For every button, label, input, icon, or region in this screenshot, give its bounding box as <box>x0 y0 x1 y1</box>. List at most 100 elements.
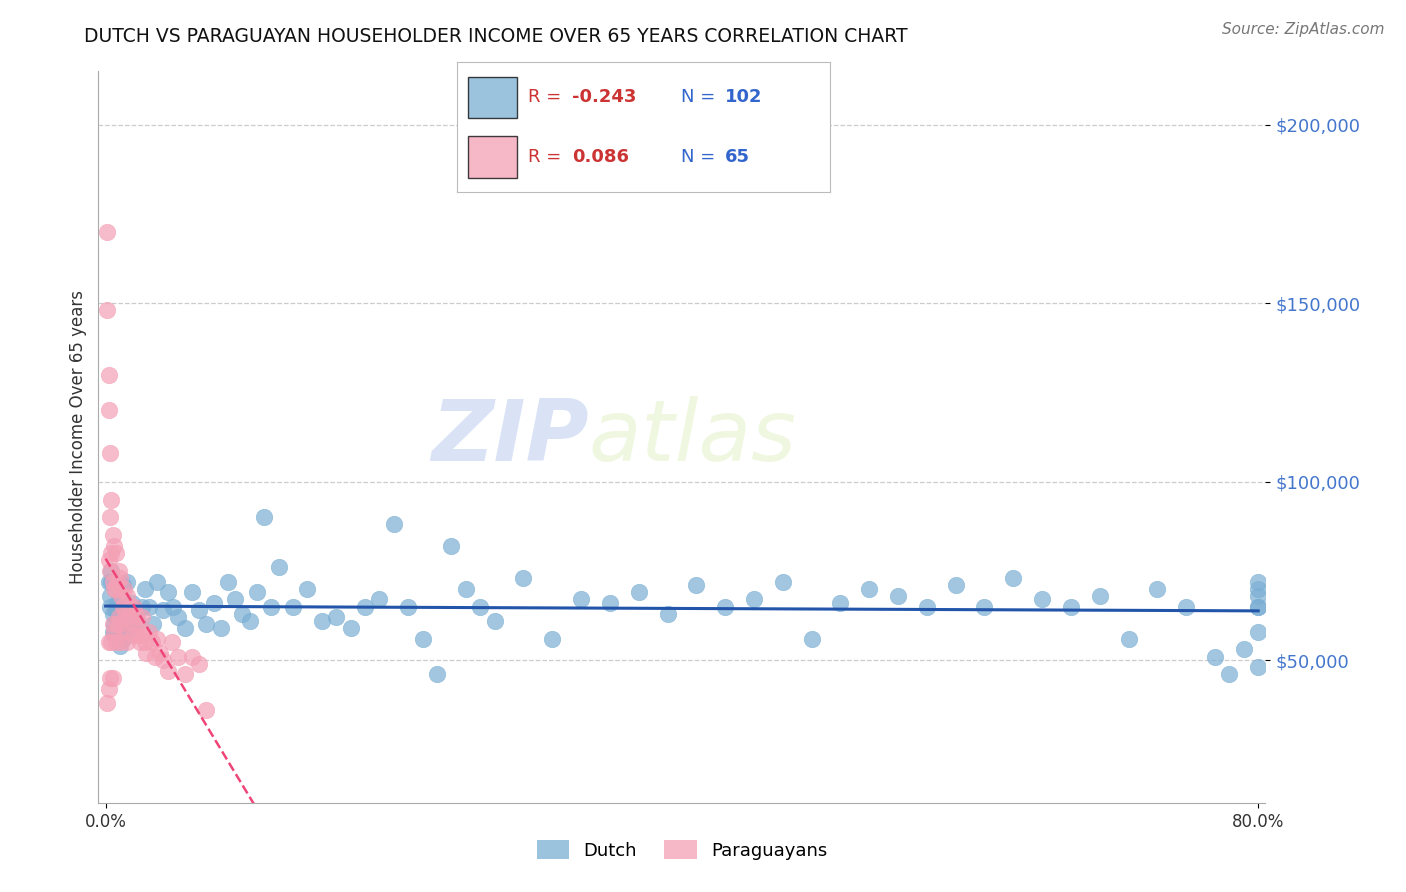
Dutch <box>104 603 127 617</box>
Dutch <box>122 614 145 628</box>
Paraguayans <box>156 664 179 678</box>
Text: R =: R = <box>527 148 572 166</box>
Dutch <box>1247 599 1270 614</box>
Text: -0.243: -0.243 <box>572 88 637 106</box>
Paraguayans <box>101 574 124 589</box>
Paraguayans <box>107 610 129 624</box>
Paraguayans <box>125 617 148 632</box>
Dutch <box>1060 599 1083 614</box>
Dutch <box>1031 592 1053 607</box>
Paraguayans <box>115 589 138 603</box>
Dutch <box>281 599 304 614</box>
Dutch <box>166 610 188 624</box>
Y-axis label: Householder Income Over 65 years: Householder Income Over 65 years <box>69 290 87 584</box>
Dutch <box>188 603 211 617</box>
Text: Source: ZipAtlas.com: Source: ZipAtlas.com <box>1222 22 1385 37</box>
Paraguayans <box>100 635 122 649</box>
Paraguayans <box>103 539 125 553</box>
Dutch <box>627 585 650 599</box>
Dutch <box>107 632 129 646</box>
Dutch <box>973 599 995 614</box>
Dutch <box>217 574 239 589</box>
Dutch <box>1218 667 1240 681</box>
Dutch <box>685 578 707 592</box>
Dutch <box>339 621 361 635</box>
Dutch <box>98 599 121 614</box>
Paraguayans <box>98 446 121 460</box>
Dutch <box>103 628 125 642</box>
Dutch <box>101 624 124 639</box>
Dutch <box>657 607 679 621</box>
Dutch <box>114 614 136 628</box>
Paraguayans <box>181 649 204 664</box>
Dutch <box>115 574 138 589</box>
Paraguayans <box>100 492 122 507</box>
Dutch <box>382 517 405 532</box>
Paraguayans <box>112 582 135 596</box>
Dutch <box>108 592 131 607</box>
Paraguayans <box>188 657 211 671</box>
Dutch <box>181 585 204 599</box>
Paraguayans <box>134 635 156 649</box>
Dutch <box>173 621 195 635</box>
Paraguayans <box>124 599 146 614</box>
Paraguayans <box>166 649 188 664</box>
Dutch <box>1233 642 1256 657</box>
Paraguayans <box>104 635 127 649</box>
Dutch <box>1146 582 1168 596</box>
Dutch <box>118 603 141 617</box>
Text: 102: 102 <box>725 88 762 106</box>
Legend: Dutch, Paraguayans: Dutch, Paraguayans <box>529 833 835 867</box>
Dutch <box>354 599 377 614</box>
Dutch <box>104 621 127 635</box>
Paraguayans <box>120 599 142 614</box>
Dutch <box>110 607 132 621</box>
Text: DUTCH VS PARAGUAYAN HOUSEHOLDER INCOME OVER 65 YEARS CORRELATION CHART: DUTCH VS PARAGUAYAN HOUSEHOLDER INCOME O… <box>84 27 908 45</box>
Dutch <box>105 614 128 628</box>
Dutch <box>138 599 160 614</box>
Paraguayans <box>98 564 121 578</box>
Paraguayans <box>105 617 128 632</box>
Dutch <box>1118 632 1140 646</box>
Paraguayans <box>108 617 131 632</box>
Dutch <box>325 610 347 624</box>
Paraguayans <box>97 553 120 567</box>
Dutch <box>512 571 534 585</box>
Dutch <box>105 596 128 610</box>
Paraguayans <box>112 624 135 639</box>
Dutch <box>470 599 492 614</box>
Dutch <box>1247 582 1270 596</box>
Dutch <box>239 614 262 628</box>
Dutch <box>1204 649 1226 664</box>
Paraguayans <box>127 610 149 624</box>
Paraguayans <box>149 646 172 660</box>
Dutch <box>121 596 143 610</box>
Dutch <box>103 617 125 632</box>
Paraguayans <box>105 574 128 589</box>
Dutch <box>112 599 135 614</box>
Paraguayans <box>103 582 125 596</box>
Paraguayans <box>173 667 195 681</box>
Dutch <box>426 667 449 681</box>
Paraguayans <box>97 403 120 417</box>
Dutch <box>1247 624 1270 639</box>
Dutch <box>772 574 794 589</box>
Text: 0.086: 0.086 <box>572 148 630 166</box>
Dutch <box>599 596 621 610</box>
Paraguayans <box>98 671 121 685</box>
Dutch <box>541 632 564 646</box>
Dutch <box>146 574 169 589</box>
Dutch <box>142 617 165 632</box>
Paraguayans <box>111 599 134 614</box>
Dutch <box>97 574 120 589</box>
Text: atlas: atlas <box>589 395 797 479</box>
Paraguayans <box>143 649 166 664</box>
Dutch <box>1247 599 1270 614</box>
Dutch <box>107 621 129 635</box>
Paraguayans <box>114 607 136 621</box>
Dutch <box>209 621 232 635</box>
Paraguayans <box>135 646 157 660</box>
Paraguayans <box>129 635 152 649</box>
Paraguayans <box>131 610 153 624</box>
Dutch <box>714 599 737 614</box>
